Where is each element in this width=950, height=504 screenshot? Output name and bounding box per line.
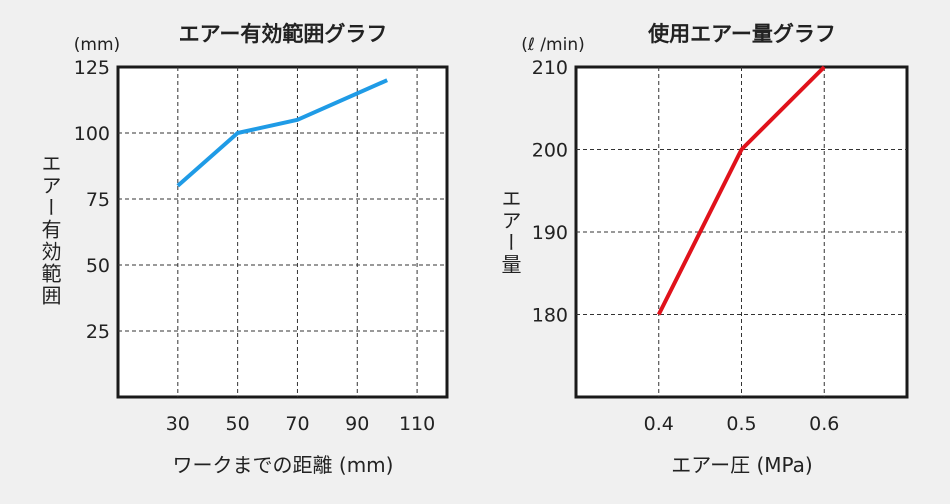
chart2-y-axis-label: エアー量: [498, 188, 522, 276]
chart1-y-axis-label: エアー有効範囲: [38, 153, 62, 307]
c1-y-tick-label: 75: [86, 189, 110, 211]
c2-x-tick-label: 0.5: [726, 413, 756, 435]
chart2-title: 使用エアー量グラフ: [647, 22, 836, 46]
chart2-x-tick-labels: 0.4 0.5 0.6: [644, 413, 840, 435]
c1-series-line: [176, 78, 388, 188]
chart2-y-tick-labels: 180 190 200 210: [532, 57, 568, 327]
c1-x-tick-label: 30: [166, 413, 190, 435]
c1-x-tick-label: 90: [345, 413, 369, 435]
chart-effective-range: エアー有効範囲グラフ (mm) 30 50 70 90 110 25 50 75 100 125…: [38, 22, 449, 477]
chart-air-consumption: 使用エアー量グラフ (ℓ /min) 0.4 0.5 0.6 180 190 200 21…: [498, 22, 909, 477]
c2-series-line: [656, 65, 826, 316]
chart2-series: [656, 65, 826, 316]
c1-y-tick-label: 125: [74, 57, 110, 79]
c2-y-tick-label: 180: [532, 305, 568, 327]
c2-y-tick-label: 190: [532, 222, 568, 244]
chart1-series: [176, 78, 388, 188]
c1-y-tick-label: 100: [74, 123, 110, 145]
chart1-title: エアー有効範囲グラフ: [179, 22, 388, 46]
chart1-plot-area: [116, 65, 449, 399]
chart1-gridlines: [118, 67, 447, 397]
c1-x-tick-label: 110: [399, 413, 435, 435]
c1-x-tick-label: 50: [226, 413, 250, 435]
c2-y-tick-label: 200: [532, 140, 568, 162]
c2-x-tick-label: 0.4: [644, 413, 674, 435]
chart1-y-unit: (mm): [74, 35, 120, 55]
chart2-gridlines: [576, 67, 907, 397]
c1-y-tick-label: 25: [86, 321, 110, 343]
chart1-x-tick-labels: 30 50 70 90 110: [166, 413, 435, 435]
c1-x-tick-label: 70: [285, 413, 309, 435]
c2-x-tick-label: 0.6: [809, 413, 839, 435]
chart1-y-tick-labels: 25 50 75 100 125: [74, 57, 110, 343]
chart1-x-axis-label: ワークまでの距離 (mm): [173, 453, 394, 477]
chart2-y-unit: (ℓ /min): [521, 35, 584, 55]
c2-y-tick-label: 210: [532, 57, 568, 79]
chart2-x-axis-label: エアー圧 (MPa): [671, 453, 812, 477]
c1-y-tick-label: 50: [86, 255, 110, 277]
